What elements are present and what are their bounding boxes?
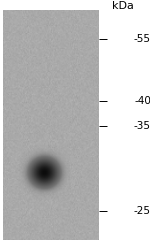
Text: -40: -40 (134, 96, 150, 106)
Bar (3, 10, 99, 240)
Text: -35: -35 (134, 121, 150, 131)
Text: -25: -25 (134, 206, 150, 216)
Text: -55: -55 (134, 34, 150, 44)
Text: kDa: kDa (112, 1, 134, 11)
